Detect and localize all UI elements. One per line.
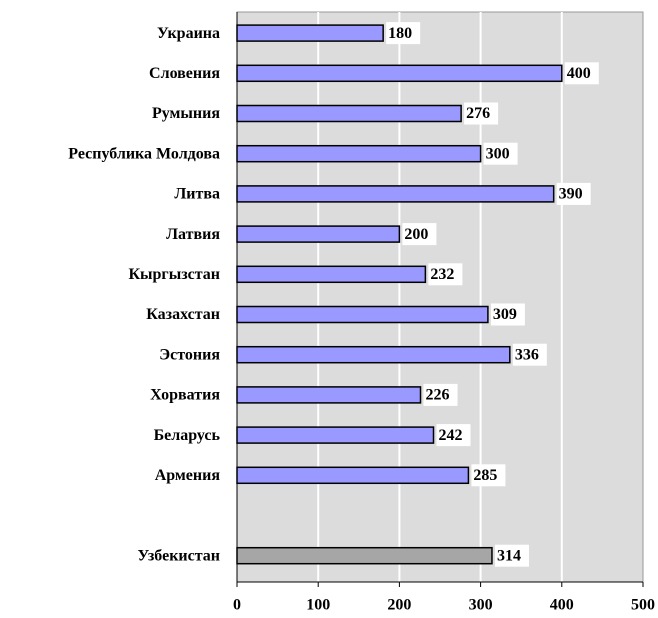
value-label-box (402, 223, 437, 246)
bar (236, 225, 401, 243)
value-label: 232 (430, 266, 454, 283)
bar (236, 265, 427, 284)
value-label: 200 (404, 226, 428, 243)
y-tick-label: Эстония (159, 346, 220, 363)
y-tick-label: Украина (157, 25, 220, 42)
value-label: 336 (515, 346, 539, 363)
bar (236, 104, 462, 123)
value-label: 180 (388, 25, 412, 42)
y-tick-label: Хорватия (150, 387, 220, 404)
bar (236, 345, 511, 364)
bar (236, 466, 470, 485)
bar (236, 64, 563, 83)
x-tick-label: 400 (550, 597, 574, 614)
y-tick-label: Латвия (166, 226, 220, 243)
value-label: 276 (466, 105, 490, 122)
value-label: 314 (497, 547, 521, 564)
x-tick-label: 0 (233, 597, 241, 614)
value-label-box (490, 303, 525, 326)
bar (236, 426, 435, 444)
value-label-box (483, 142, 518, 165)
value-label: 242 (439, 427, 463, 444)
bar (236, 546, 493, 565)
value-label-box (386, 22, 421, 45)
y-tick-label: Кыргызстан (128, 266, 220, 283)
value-label-box (564, 62, 599, 85)
bar (236, 144, 482, 163)
value-label: 390 (559, 186, 583, 203)
value-label-box (556, 182, 591, 205)
value-label-box (494, 544, 529, 567)
bar (236, 305, 489, 324)
y-tick-label: Литва (174, 186, 220, 203)
y-tick-label: Казахстан (146, 306, 220, 323)
value-label-box (464, 102, 499, 125)
value-label-box (436, 424, 471, 447)
value-label-box (428, 263, 463, 286)
y-tick-label: Армения (155, 467, 221, 484)
y-tick-label: Узбекистан (137, 547, 220, 564)
value-label: 400 (567, 65, 591, 82)
y-tick-label: Румыния (152, 105, 220, 122)
value-label: 300 (486, 145, 510, 162)
x-tick-label: 500 (631, 597, 655, 614)
value-label: 309 (493, 306, 517, 323)
bar (236, 24, 384, 42)
plot-area (236, 11, 644, 583)
value-label-box (423, 383, 458, 406)
value-label: 226 (426, 387, 450, 404)
bar (236, 386, 422, 404)
y-tick-label: Беларусь (154, 427, 221, 444)
x-tick-label: 300 (469, 597, 493, 614)
value-label-box (471, 464, 506, 487)
x-tick-label: 200 (387, 597, 411, 614)
y-tick-label: Республика Молдова (68, 145, 220, 162)
value-label: 285 (473, 467, 497, 484)
value-label-box (512, 343, 547, 366)
x-tick-label: 100 (306, 597, 330, 614)
y-tick-label: Словения (149, 65, 220, 82)
bar (236, 185, 555, 203)
